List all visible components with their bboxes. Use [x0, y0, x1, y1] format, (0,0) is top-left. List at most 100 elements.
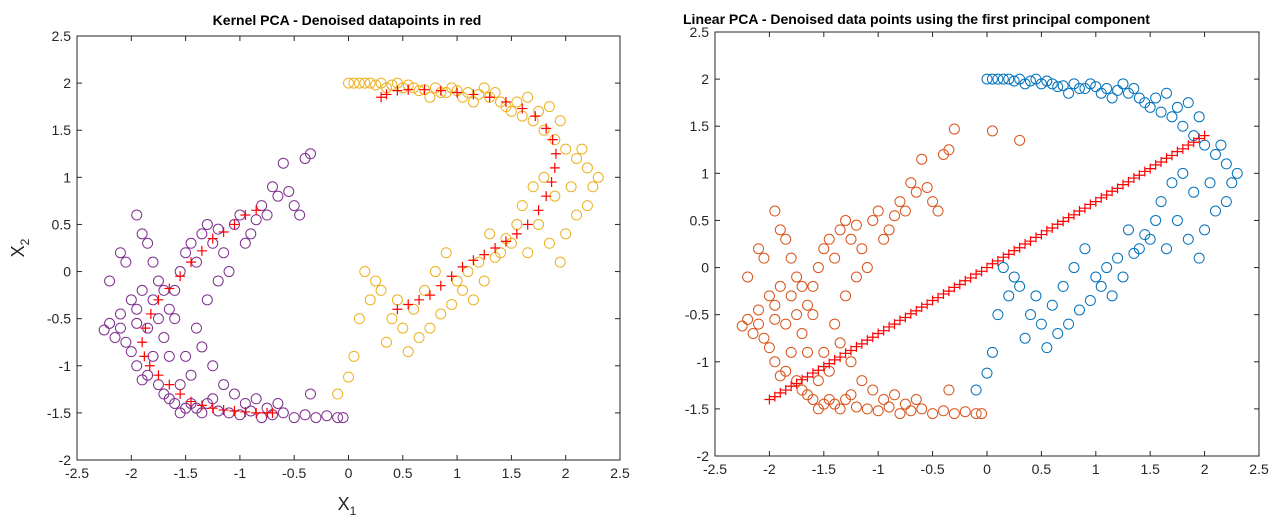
- linear-pca-data-point: [959, 406, 971, 418]
- kernel-pca-data-point: [250, 214, 262, 226]
- linear-pca-denoised-point: [1194, 133, 1205, 144]
- kernel-pca-data-point: [207, 360, 219, 372]
- linear-pca-data-point: [1003, 73, 1015, 85]
- kernel-pca-data-point: [511, 96, 523, 108]
- kernel-pca-data-point: [381, 336, 393, 348]
- linear-pca-denoised-point: [965, 272, 976, 283]
- linear-pca-data-point: [753, 318, 765, 330]
- kernel-pca-denoised-point: [381, 89, 392, 100]
- linear-pca-denoised-point: [954, 279, 965, 290]
- linear-pca-data-point: [1220, 158, 1232, 170]
- linear-pca-x-tick-label: 0: [983, 461, 991, 477]
- kernel-pca-data-point: [158, 332, 170, 344]
- kernel-pca-data-point: [473, 256, 485, 268]
- linear-pca-data-point: [916, 153, 928, 165]
- linear-pca-x-tick-label: 1.5: [1140, 461, 1160, 477]
- kernel-pca-data-point: [98, 324, 110, 336]
- kernel-pca-data-point: [587, 181, 599, 193]
- linear-pca-data-point: [1095, 87, 1107, 99]
- kernel-pca-data-point: [538, 124, 550, 136]
- linear-pca-data-point: [1166, 111, 1178, 123]
- kernel-pca-denoised-point: [392, 304, 403, 315]
- linear-pca-data-point: [921, 181, 933, 193]
- kernel-pca-data-point: [467, 294, 479, 306]
- kernel-pca-denoised-point: [229, 219, 240, 230]
- kernel-pca-data-point: [435, 308, 447, 320]
- kernel-pca-data-point: [218, 379, 230, 391]
- kernel-pca-data-point: [114, 247, 126, 259]
- kernel-pca-data-point: [212, 405, 224, 417]
- linear-pca-denoised-point: [1101, 190, 1112, 201]
- kernel-pca-data-point: [125, 346, 137, 358]
- linear-pca-data-point: [1079, 243, 1091, 255]
- linear-pca-data-point: [807, 309, 819, 321]
- linear-pca-denoised-point: [992, 255, 1003, 266]
- kernel-pca-data-point: [419, 284, 431, 296]
- linear-pca-data-point: [818, 243, 830, 255]
- kernel-pca-denoised-point: [550, 148, 561, 159]
- linear-pca-data-point: [861, 403, 873, 415]
- kernel-pca-denoised-point: [547, 134, 558, 145]
- linear-pca-data-point: [948, 123, 960, 135]
- kernel-pca-denoised-point: [207, 403, 218, 414]
- linear-pca-data-point: [801, 346, 813, 358]
- kernel-pca-data-point: [277, 407, 289, 419]
- linear-pca-denoised-point: [1145, 163, 1156, 174]
- linear-pca-denoised-point: [976, 266, 987, 277]
- linear-pca-data-point: [1068, 262, 1080, 274]
- linear-pca-data-point: [927, 408, 939, 420]
- linear-pca-denoised-point: [1020, 239, 1031, 249]
- kernel-pca-data-point: [310, 412, 322, 424]
- kernel-pca-axes: -2.5 -2 -1.5 -1 -0.5 0 0.5 1 1.5 2 2.5-2-1.5-1-0.5…: [47, 28, 630, 481]
- linear-pca-denoised-point: [938, 288, 949, 299]
- linear-pca-data-point: [992, 309, 1004, 321]
- linear-pca-data-point: [1052, 81, 1064, 93]
- kernel-pca-data-point: [131, 303, 143, 315]
- kernel-pca-data-point: [120, 256, 132, 268]
- linear-pca-data-point: [758, 332, 770, 344]
- linear-pca-data-point: [1155, 196, 1167, 208]
- linear-pca-data-point: [1150, 214, 1162, 226]
- linear-pca-data-point: [742, 313, 754, 325]
- linear-pca-data-point: [894, 408, 906, 420]
- kernel-pca-data-point: [142, 237, 154, 249]
- linear-pca-denoised-point: [818, 361, 829, 372]
- kernel-pca-axes-box: [76, 35, 621, 461]
- kernel-pca-data-point: [337, 412, 349, 424]
- kernel-pca-denoised-point: [511, 228, 522, 239]
- linear-pca-denoised-point: [1112, 183, 1123, 194]
- linear-pca-denoised-point: [1009, 245, 1020, 256]
- kernel-pca-denoised-point: [522, 219, 533, 230]
- linear-pca-data-point: [774, 224, 786, 236]
- kernel-pca-data-point: [364, 294, 376, 306]
- linear-pca-data-point: [986, 346, 998, 358]
- kernel-pca-data-point: [218, 247, 230, 259]
- linear-pca-x-tick-label: 1: [1092, 461, 1100, 477]
- kernel-pca-data-point: [413, 332, 425, 344]
- linear-pca-denoised-point: [949, 282, 960, 293]
- linear-pca-denoised-point: [927, 295, 938, 306]
- kernel-pca-denoised-point: [541, 123, 552, 134]
- kernel-pca-data-point: [364, 77, 376, 89]
- linear-pca-data-point: [970, 384, 982, 396]
- linear-pca-data-point: [889, 210, 901, 222]
- linear-pca-denoised-point: [1052, 219, 1063, 230]
- linear-pca-data-point: [818, 346, 830, 358]
- kernel-pca-data-point: [370, 275, 382, 287]
- kernel-pca-data-point: [299, 409, 311, 421]
- linear-pca-data-point: [763, 290, 775, 302]
- linear-pca-denoised-point: [862, 335, 873, 346]
- linear-pca-data-point: [845, 389, 857, 401]
- kernel-pca-data-point: [272, 190, 284, 202]
- linear-pca-data-point: [1095, 280, 1107, 292]
- kernel-pca-data-point: [185, 237, 197, 249]
- linear-pca-data-point: [1199, 224, 1211, 236]
- linear-pca-data-point: [1014, 280, 1026, 292]
- kernel-pca-denoised-point: [267, 407, 278, 418]
- linear-pca-data-point: [769, 299, 781, 311]
- linear-pca-x-tick-label: 2.5: [1249, 461, 1269, 477]
- linear-pca-denoised-point: [1074, 206, 1085, 217]
- linear-pca-data-point: [1008, 271, 1020, 283]
- kernel-pca-denoised-point: [435, 280, 446, 291]
- kernel-pca-data-point: [174, 379, 186, 391]
